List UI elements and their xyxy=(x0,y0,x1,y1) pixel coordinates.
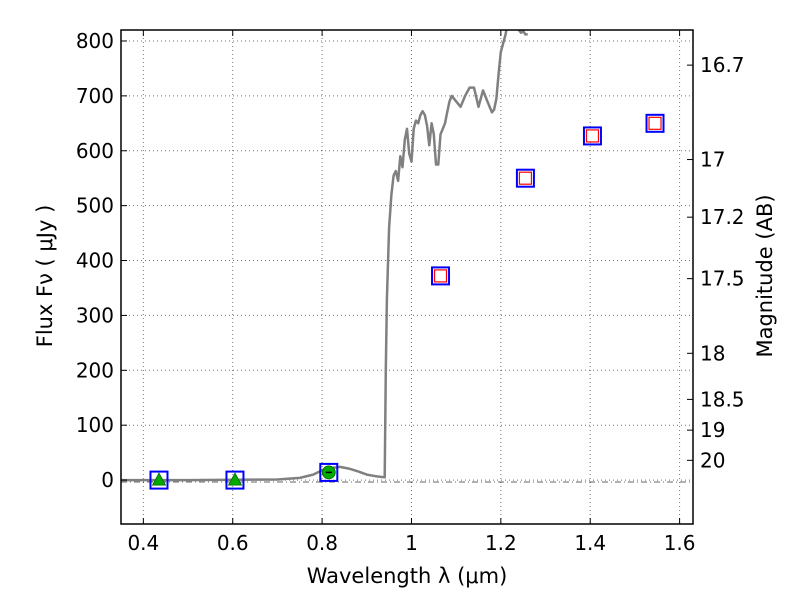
synthetic-photometry-square xyxy=(648,116,662,130)
x-tick-label: 0.4 xyxy=(127,531,159,555)
magnitude-tick-label: 18.5 xyxy=(700,387,745,411)
magnitude-tick-label: 18 xyxy=(700,341,725,365)
y-tick-label: 700 xyxy=(76,84,114,108)
magnitude-tick-labels: 16.7 17 17.2 17.5 18 18.5 19 20 xyxy=(700,53,745,472)
x-tick-label: 1 xyxy=(405,531,418,555)
x-axis-label: Wavelength λ (μm) xyxy=(307,564,508,588)
x-tick-label: 1.6 xyxy=(664,531,696,555)
magnitude-tick-label: 17.2 xyxy=(700,205,745,229)
synthetic-photometry-square xyxy=(585,129,600,143)
model-photometry-square xyxy=(319,462,339,482)
x-tick-labels: 0.4 0.6 0.8 1 1.2 1.4 1.6 xyxy=(127,531,695,555)
magnitude-tick-label: 17 xyxy=(700,148,725,172)
magnitude-tick-label: 19 xyxy=(700,418,725,442)
model-photometry-square xyxy=(225,470,245,490)
synthetic-photometry-square xyxy=(433,269,448,283)
model-spectrum-line xyxy=(121,30,528,482)
magnitude-tick-label: 20 xyxy=(700,448,725,472)
model-photometry-square xyxy=(149,470,169,490)
y-axis-label: Flux Fν ( μJy ) xyxy=(33,205,57,348)
grid-lines xyxy=(121,30,693,524)
magnitude-tick-label: 16.7 xyxy=(700,53,745,77)
x-tick-label: 0.8 xyxy=(306,531,338,555)
magnitude-axis-label: Magnitude (AB) xyxy=(753,194,777,357)
y-tick-label: 400 xyxy=(76,249,114,273)
detection-triangle xyxy=(151,472,167,486)
plot-frame xyxy=(120,29,694,525)
model-photometry-square xyxy=(645,113,665,133)
model-photometry-square xyxy=(515,168,535,188)
y-tick-label: 800 xyxy=(76,29,114,53)
model-photometry-square xyxy=(431,266,451,286)
y-tick-label: 100 xyxy=(76,413,114,437)
magnitude-tick-label: 17.5 xyxy=(700,267,745,291)
tick-marks xyxy=(121,30,693,524)
y-tick-label: 0 xyxy=(101,468,114,492)
y-tick-label: 300 xyxy=(76,303,114,327)
y-tick-labels: 0 100 200 300 400 500 600 700 800 xyxy=(76,29,114,492)
y-tick-label: 500 xyxy=(76,194,114,218)
series-layer xyxy=(121,30,665,490)
y-tick-label: 600 xyxy=(76,139,114,163)
x-tick-label: 1.4 xyxy=(574,531,606,555)
detection-triangle xyxy=(227,472,243,486)
synthetic-photometry-square xyxy=(518,171,533,185)
model-photometry-square xyxy=(582,126,602,146)
y-tick-label: 200 xyxy=(76,358,114,382)
x-tick-label: 0.6 xyxy=(217,531,249,555)
x-tick-label: 1.2 xyxy=(485,531,517,555)
